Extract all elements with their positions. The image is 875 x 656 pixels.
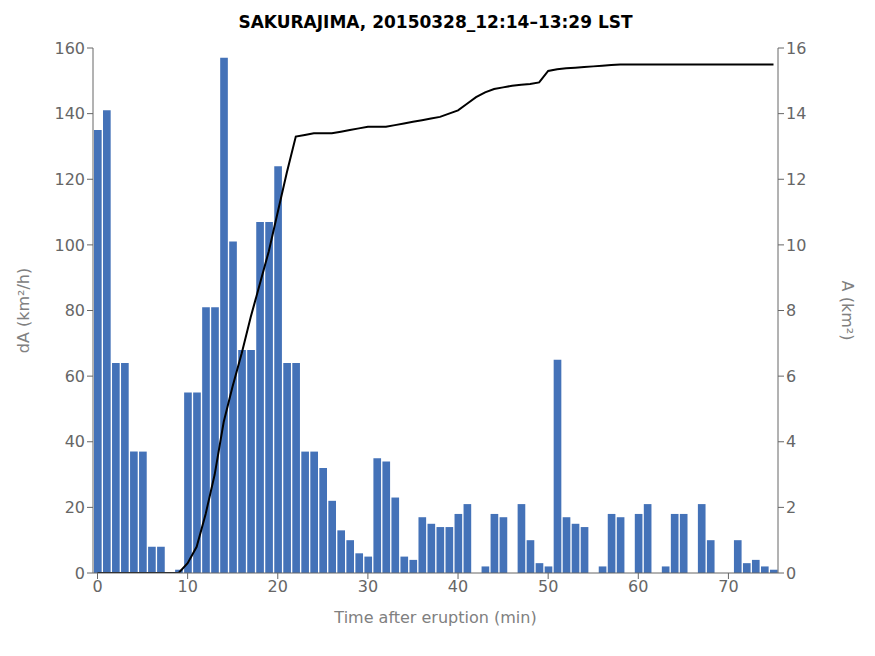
svg-text:16: 16 — [786, 39, 806, 58]
svg-text:160: 160 — [54, 39, 85, 58]
svg-text:0: 0 — [75, 564, 85, 583]
svg-text:20: 20 — [65, 498, 85, 517]
svg-text:70: 70 — [718, 577, 738, 596]
svg-text:60: 60 — [628, 577, 648, 596]
svg-text:20: 20 — [268, 577, 288, 596]
svg-text:140: 140 — [54, 104, 85, 123]
svg-text:4: 4 — [786, 432, 796, 451]
svg-text:8: 8 — [786, 301, 796, 320]
svg-text:50: 50 — [538, 577, 558, 596]
svg-text:A (km²): A (km²) — [838, 281, 857, 341]
svg-text:14: 14 — [786, 104, 806, 123]
svg-text:6: 6 — [786, 367, 796, 386]
svg-text:10: 10 — [177, 577, 197, 596]
svg-text:12: 12 — [786, 170, 806, 189]
svg-text:40: 40 — [448, 577, 468, 596]
svg-text:60: 60 — [65, 367, 85, 386]
html-text:SAKURAJIMA, 20150328_12:14–13:: SAKURAJIMA, 20150328_12:14–13:29 LST — [238, 12, 633, 32]
svg-text:2: 2 — [786, 498, 796, 517]
svg-text:100: 100 — [54, 236, 85, 255]
svg-text:40: 40 — [65, 432, 85, 451]
svg-text:120: 120 — [54, 170, 85, 189]
svg-text:10: 10 — [786, 236, 806, 255]
svg-text:80: 80 — [65, 301, 85, 320]
svg-text:dA (km²/h): dA (km²/h) — [14, 268, 33, 353]
svg-text:0: 0 — [786, 564, 796, 583]
svg-text:Time after eruption (min): Time after eruption (min) — [333, 608, 536, 627]
svg-text:0: 0 — [92, 577, 102, 596]
svg-text:30: 30 — [358, 577, 378, 596]
